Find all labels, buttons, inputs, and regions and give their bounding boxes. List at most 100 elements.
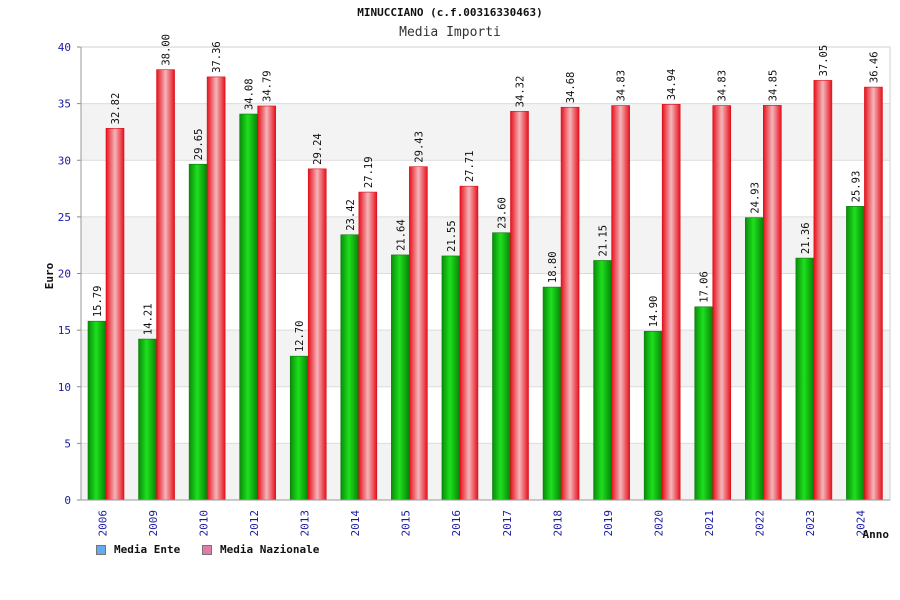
bar-media-nazionale-2021 — [712, 105, 732, 501]
bar-media-nazionale-2006 — [105, 128, 125, 501]
legend-swatch-media-ente — [96, 544, 106, 555]
bar-media-nazionale-2024 — [864, 86, 883, 501]
data-label: 24.93 — [749, 182, 761, 214]
bar-media-ente-2012 — [239, 113, 258, 501]
x-tick-label: 2013 — [299, 510, 312, 537]
x-tick-label: 2021 — [703, 510, 716, 537]
data-label: 32.82 — [110, 93, 122, 125]
bar-media-ente-2014 — [340, 234, 360, 501]
y-tick-label: 0 — [64, 494, 71, 507]
bar-media-nazionale-2010 — [206, 76, 226, 501]
data-label: 34.79 — [262, 70, 274, 102]
x-tick-label: 2006 — [96, 510, 109, 537]
bar-media-ente-2019 — [593, 260, 612, 501]
x-tick-label: 2023 — [804, 510, 817, 537]
bar-media-nazionale-2016 — [459, 185, 479, 501]
bar-media-nazionale-2017 — [510, 111, 529, 501]
bar-media-nazionale-2009 — [156, 69, 175, 501]
data-label: 34.94 — [666, 69, 678, 101]
bar-media-nazionale-2020 — [661, 104, 681, 501]
bar-media-ente-2021 — [694, 306, 714, 501]
chart-subtitle: Media Importi — [399, 25, 501, 40]
x-tick-label: 2010 — [197, 510, 210, 537]
data-label: 25.93 — [850, 171, 862, 203]
y-tick-label: 40 — [58, 41, 71, 54]
bar-media-ente-2013 — [289, 355, 309, 501]
bar-media-nazionale-2013 — [307, 168, 327, 501]
x-tick-label: 2012 — [248, 510, 261, 537]
bar-media-nazionale-2018 — [560, 106, 580, 501]
data-label: 21.64 — [395, 219, 407, 251]
y-tick-label: 20 — [58, 268, 71, 281]
y-tick-label: 25 — [58, 211, 71, 224]
x-tick-label: 2019 — [602, 510, 615, 537]
bar-media-ente-2016 — [441, 255, 461, 501]
bar-media-ente-2015 — [391, 254, 410, 501]
bar-media-nazionale-2014 — [358, 191, 378, 501]
data-label: 37.36 — [211, 41, 223, 73]
y-axis-label: Euro — [43, 262, 56, 289]
bar-media-nazionale-2015 — [409, 166, 428, 501]
bar-media-ente-2020 — [643, 330, 663, 501]
data-labels: 15.79 32.82 14.21 38.00 29.65 37.36 34.08 34.79… — [92, 34, 880, 352]
data-label: 23.42 — [345, 199, 357, 231]
y-tick-label: 35 — [58, 98, 71, 111]
data-label: 37.05 — [818, 45, 830, 77]
x-tick-label: 2020 — [652, 510, 665, 537]
x-tick-label: 2014 — [349, 510, 362, 537]
x-axis-label: Anno — [863, 528, 890, 541]
data-label: 21.55 — [446, 220, 458, 252]
bar-media-ente-2024 — [846, 206, 865, 501]
y-tick-label: 5 — [64, 437, 71, 450]
x-tick-label: 2009 — [147, 510, 160, 537]
bar-media-ente-2017 — [492, 232, 511, 501]
data-label: 34.68 — [565, 72, 577, 104]
data-label: 21.15 — [598, 225, 610, 257]
y-tick-label: 30 — [58, 154, 71, 167]
bar-media-ente-2022 — [745, 217, 764, 501]
bar-media-ente-2023 — [795, 257, 815, 501]
legend-item-media-ente: Media Ente — [96, 543, 180, 556]
bars — [87, 69, 883, 501]
data-label: 23.60 — [497, 197, 509, 229]
bar-media-nazionale-2019 — [611, 105, 630, 501]
data-label: 34.85 — [767, 70, 779, 102]
x-tick-label: 2016 — [450, 510, 463, 537]
data-label: 14.90 — [648, 296, 660, 328]
x-tick-label: 2015 — [400, 510, 413, 537]
axes: 0 5 10 15 20 25 30 35 40 2006 2009 2010 2012 2013 2014… — [58, 41, 891, 537]
data-label: 15.79 — [92, 286, 104, 318]
bar-media-ente-2006 — [87, 320, 107, 501]
data-label: 27.71 — [464, 151, 476, 183]
bar-media-ente-2010 — [188, 163, 208, 501]
bar-media-nazionale-2022 — [763, 105, 782, 501]
y-tick-label: 10 — [58, 381, 71, 394]
data-label: 14.21 — [143, 303, 155, 335]
x-tick-label: 2024 — [855, 510, 868, 537]
bar-media-nazionale-2012 — [257, 105, 276, 501]
data-label: 36.46 — [868, 51, 880, 83]
data-label: 12.70 — [294, 321, 306, 353]
data-label: 34.08 — [244, 78, 256, 110]
bar-media-ente-2009 — [138, 338, 157, 501]
data-label: 34.32 — [515, 76, 527, 108]
data-label: 17.06 — [699, 271, 711, 303]
data-label: 21.36 — [800, 222, 812, 254]
x-tick-label: 2022 — [754, 510, 767, 537]
data-label: 27.19 — [363, 156, 375, 188]
x-tick-label: 2017 — [501, 510, 514, 537]
y-tick-label: 15 — [58, 324, 71, 337]
legend-label-media-ente: Media Ente — [114, 543, 181, 556]
data-label: 29.43 — [413, 131, 425, 163]
legend-item-media-nazionale: Media Nazionale — [202, 543, 319, 556]
data-label: 29.24 — [312, 133, 324, 165]
bar-media-nazionale-2023 — [813, 80, 833, 501]
data-label: 29.65 — [193, 129, 205, 161]
data-label: 38.00 — [161, 34, 173, 66]
data-label: 34.83 — [616, 70, 628, 102]
x-tick-label: 2018 — [551, 510, 564, 537]
legend-label-media-nazionale: Media Nazionale — [220, 543, 320, 556]
data-label: 18.80 — [547, 251, 559, 283]
data-label: 34.83 — [717, 70, 729, 102]
